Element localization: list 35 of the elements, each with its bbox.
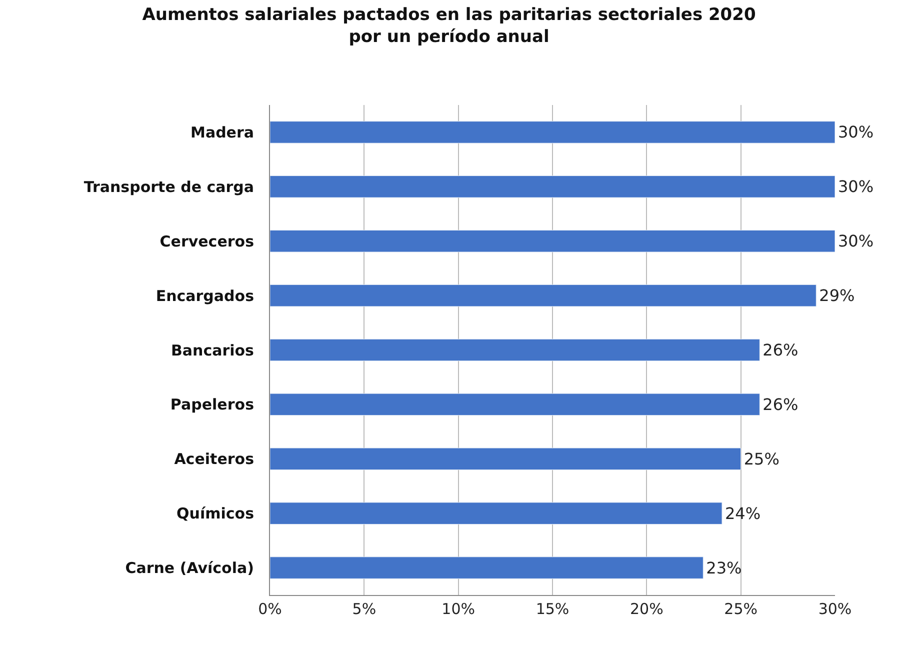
y-tick-label: Madera [190,123,254,142]
x-tick-label: 25% [724,600,758,618]
bar [270,448,742,470]
data-label: 25% [744,449,780,468]
bar [270,393,760,416]
data-label: 30% [838,232,874,251]
x-tick-label: 0% [258,600,282,618]
y-tick-label: Encargados [156,286,254,305]
y-tick-label: Transporte de carga [84,178,254,196]
data-label: 30% [838,177,874,196]
x-tick-label: 5% [352,600,376,618]
data-label: 26% [762,340,798,360]
bar [270,230,835,252]
bar [270,338,760,362]
data-label: 29% [819,286,855,306]
bar [270,284,816,307]
y-tick-label: Químicos [176,504,254,523]
x-tick-label: 30% [818,600,852,618]
chart-title: Aumentos salariales pactados en las paritarias sectoriales 2020 por un período anual [142,4,756,47]
bar [270,121,835,144]
data-label: 23% [706,558,742,578]
bar [270,556,704,579]
data-label: 30% [838,122,874,142]
bar [270,176,835,198]
y-tick-label: Papeleros [170,396,254,414]
bar [270,502,722,524]
y-tick-label: Aceiteros [174,450,254,468]
x-tick-label: 20% [630,600,664,618]
y-tick-label: Cerveceros [160,232,254,250]
y-tick-label: Bancarios [170,341,254,360]
y-tick-label: Carne (Avícola) [125,559,254,578]
data-label: 24% [725,504,761,523]
data-label: 26% [762,394,798,414]
x-tick-label: 15% [536,600,570,618]
x-tick-label: 10% [442,600,475,618]
